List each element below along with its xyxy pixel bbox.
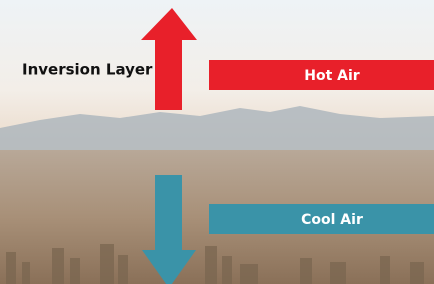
inversion-diagram: Inversion Layer Hot Air Cool Air	[0, 0, 434, 284]
cool-air-label: Cool Air	[301, 212, 363, 228]
hot-air-label: Hot Air	[304, 68, 360, 84]
inversion-layer-label: Inversion Layer	[22, 61, 153, 79]
